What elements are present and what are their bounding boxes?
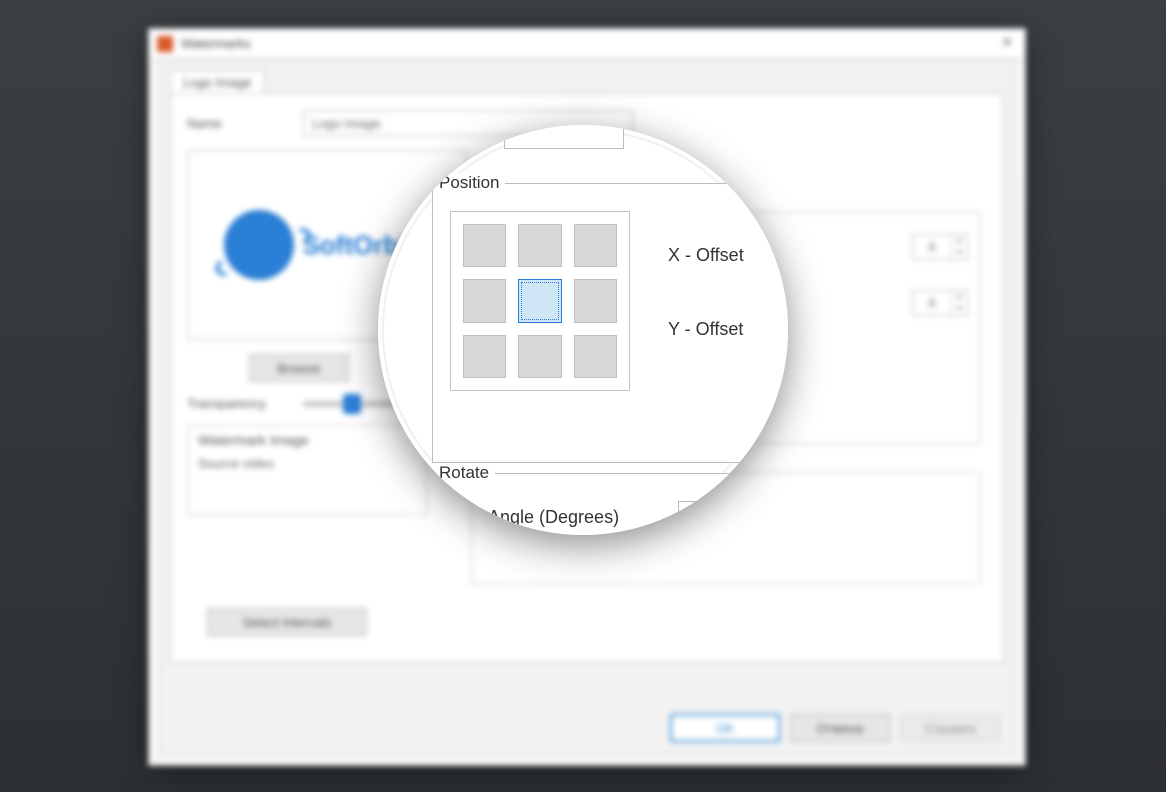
- dialog-footer: OK Отмена Справка: [670, 714, 1000, 742]
- angle-label: Angle (Degrees): [488, 507, 619, 528]
- position-cell-top-right[interactable]: [574, 224, 617, 267]
- browse-button[interactable]: Browse: [249, 354, 349, 382]
- transparency-thumb[interactable]: [343, 394, 361, 414]
- position-cell-middle-center[interactable]: [518, 279, 561, 322]
- position-cell-top-center[interactable]: [518, 224, 561, 267]
- help-button[interactable]: Справка: [900, 714, 1000, 742]
- position-cell-bottom-center[interactable]: [518, 335, 561, 378]
- name-label: Name: [187, 116, 287, 131]
- position-grid: [450, 211, 630, 391]
- position-cell-middle-right[interactable]: [574, 279, 617, 322]
- rotate-legend: Rotate: [433, 463, 495, 483]
- position-cell-top-left[interactable]: [463, 224, 506, 267]
- ok-button[interactable]: OK: [670, 714, 780, 742]
- tab-logo-image[interactable]: Logo Image: [170, 70, 265, 94]
- y-offset-spinner-bg[interactable]: 0 ▲▼: [912, 290, 968, 316]
- select-intervals-button[interactable]: Select Intervals: [207, 608, 367, 636]
- position-legend: Position: [433, 173, 505, 193]
- position-cell-bottom-left[interactable]: [463, 335, 506, 378]
- app-icon: [157, 36, 173, 52]
- name-input-peek: [504, 125, 624, 149]
- x-offset-spinner-bg[interactable]: 0 ▲▼: [912, 234, 968, 260]
- titlebar: Watermarks ×: [149, 29, 1025, 59]
- y-offset-label: Y - Offset: [668, 319, 743, 340]
- position-cell-middle-left[interactable]: [463, 279, 506, 322]
- planet-icon: [224, 210, 294, 280]
- cancel-button[interactable]: Отмена: [790, 714, 890, 742]
- magnifier-lens: Position X - Offset Y - Offset Rotate An…: [378, 125, 788, 535]
- window-title: Watermarks: [181, 36, 251, 51]
- angle-spinner[interactable]: 0: [678, 501, 726, 529]
- close-button[interactable]: ×: [995, 31, 1019, 55]
- transparency-label: Transparency: [187, 396, 287, 411]
- position-cell-bottom-right[interactable]: [574, 335, 617, 378]
- x-offset-label: X - Offset: [668, 245, 744, 266]
